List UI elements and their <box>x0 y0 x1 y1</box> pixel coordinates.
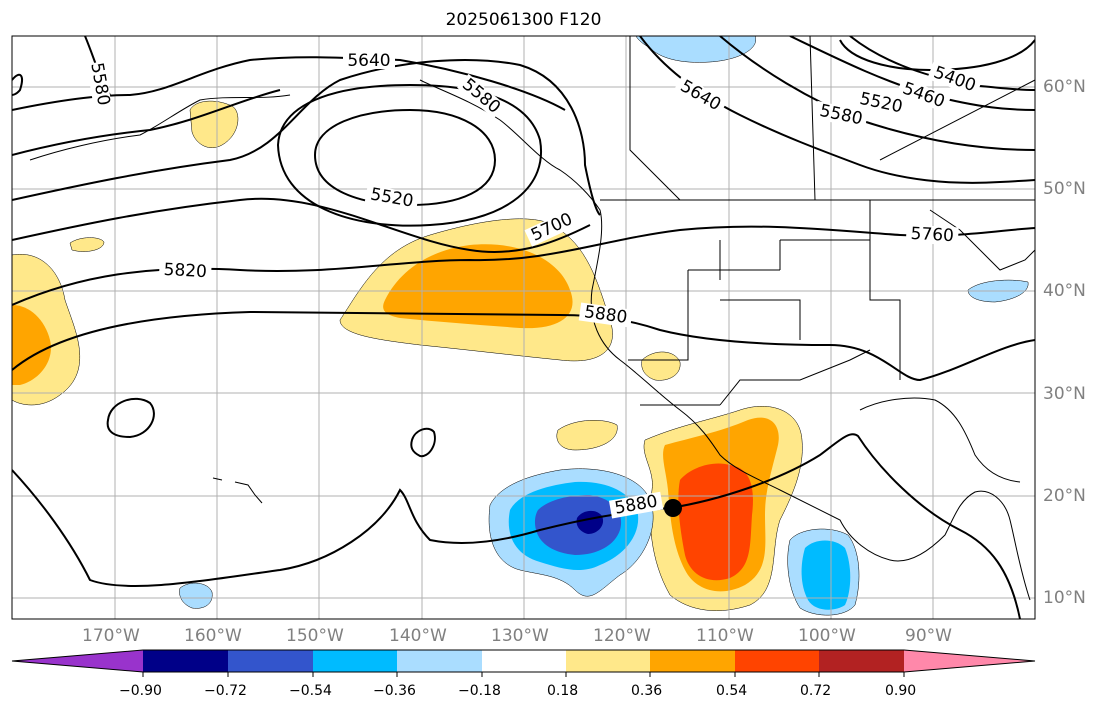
colorbar-extend-high <box>904 650 1035 672</box>
colorbar-swatch <box>566 650 650 672</box>
colorbar-tick-label: 0.90 <box>885 683 917 699</box>
lon-label: 130°W <box>491 626 549 646</box>
map-title: 2025061300 F120 <box>445 10 602 30</box>
colorbar-swatch <box>735 650 819 672</box>
colorbar-tick-label: 0.54 <box>716 683 748 699</box>
lat-label: 50°N <box>1043 179 1086 199</box>
colorbar <box>11 649 1036 677</box>
contour-label: 5760 <box>910 224 954 246</box>
colorbar-swatch <box>482 650 566 672</box>
colorbar-tick-label: 0.36 <box>631 683 663 699</box>
colorbar-tick-label: −0.36 <box>373 683 416 699</box>
colorbar-tick-label: −0.90 <box>119 683 162 699</box>
storm-position-dot <box>664 499 682 517</box>
colorbar-tick-label: −0.18 <box>458 683 501 699</box>
lon-label: 120°W <box>593 626 651 646</box>
colorbar-swatch <box>313 650 397 672</box>
colorbar-swatch <box>650 650 735 672</box>
lon-label: 160°W <box>184 626 242 646</box>
colorbar-tick-label: 0.18 <box>547 683 579 699</box>
anomaly-shading <box>12 36 1029 616</box>
contour-label: 5640 <box>347 51 390 71</box>
lat-label: 40°N <box>1043 281 1086 301</box>
coastlines <box>29 36 1035 601</box>
map-frame <box>11 35 1036 620</box>
graticule <box>12 36 1035 619</box>
lat-label: 20°N <box>1043 486 1086 506</box>
colorbar-extend-low <box>12 650 143 672</box>
lon-label: 100°W <box>798 626 856 646</box>
colorbar-swatch <box>397 650 482 672</box>
lon-label: 150°W <box>286 626 344 646</box>
lat-label: 30°N <box>1043 384 1086 404</box>
lon-label: 90°W <box>905 626 952 646</box>
lon-label: 170°W <box>82 626 140 646</box>
colorbar-tick-label: −0.72 <box>204 683 247 699</box>
colorbar-swatch <box>143 650 228 672</box>
lon-label: 110°W <box>696 626 754 646</box>
colorbar-swatch <box>228 650 313 672</box>
colorbar-tick-label: −0.54 <box>289 683 332 699</box>
lat-label: 10°N <box>1043 588 1086 608</box>
colorbar-tick-label: 0.72 <box>800 683 832 699</box>
contour-label: 5820 <box>163 260 207 282</box>
lon-label: 140°W <box>389 626 447 646</box>
lat-label: 60°N <box>1043 77 1086 97</box>
colorbar-swatch <box>819 650 904 672</box>
